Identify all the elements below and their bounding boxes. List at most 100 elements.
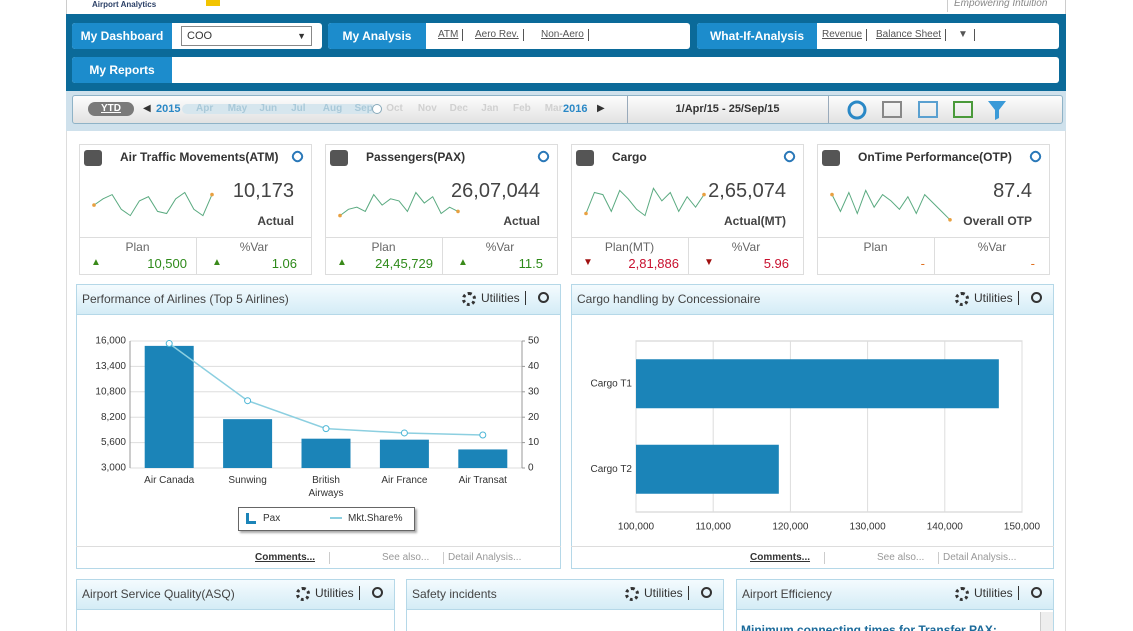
footer-link[interactable]: See also... (382, 552, 445, 564)
trend-arrow: ▼ (583, 257, 593, 268)
month-label[interactable]: Jan (481, 103, 499, 114)
kpi-number: 1.06 (271, 256, 297, 271)
kpi-title: OnTime Performance(OTP) (858, 150, 1012, 164)
zoom-icon[interactable] (372, 587, 383, 598)
utilities-button[interactable]: Utilities (974, 291, 1019, 305)
x-tick-label: Air France (381, 475, 428, 486)
scrollbar (1040, 612, 1053, 631)
filter-icon[interactable] (988, 101, 1006, 120)
month-label[interactable]: Jun (259, 103, 278, 114)
graphic (584, 187, 706, 217)
mail-icon[interactable] (918, 101, 938, 118)
panel-header (736, 579, 1054, 610)
logo-text: Airport Analytics (92, 0, 157, 9)
utilities-button[interactable]: Utilities (481, 291, 526, 305)
nav-button[interactable]: My Reports (72, 57, 172, 83)
footer-link[interactable]: Detail Analysis... (448, 552, 522, 563)
gear-icon[interactable] (296, 587, 310, 601)
nav-more[interactable]: ▼ (958, 29, 975, 41)
month-label[interactable]: Nov (417, 103, 437, 114)
utilities-button[interactable]: Utilities (315, 586, 360, 600)
selector-knob (372, 104, 383, 114)
role-select[interactable]: COO ▼ (181, 26, 312, 46)
bar (636, 444, 779, 494)
gear-icon[interactable] (625, 587, 639, 601)
line-point (244, 397, 252, 405)
next-arrow[interactable]: ▶ (597, 103, 605, 114)
ytd-button[interactable]: YTD (88, 102, 134, 116)
month-label[interactable]: Feb (513, 103, 531, 114)
y-tick-label: 3,000 (101, 463, 126, 474)
kpi-footer (571, 237, 804, 275)
line-point (400, 429, 408, 437)
footer-link[interactable]: See also... (877, 552, 940, 564)
sparkline-end (456, 209, 460, 214)
nav-link[interactable]: Aero Rev. (475, 29, 524, 41)
kpi-title: Air Traffic Movements(ATM) (120, 150, 279, 164)
zoom-icon[interactable] (538, 292, 549, 303)
footer-link[interactable]: Detail Analysis... (943, 552, 1017, 563)
zoom-icon[interactable] (701, 587, 712, 598)
month-label[interactable]: Jul (291, 103, 306, 114)
nav-link[interactable]: Non-Aero (541, 29, 589, 41)
kpi-footer (325, 237, 558, 275)
trend-arrow: ▲ (458, 257, 468, 268)
bar (458, 449, 508, 468)
nav-link[interactable]: ATM (438, 29, 464, 41)
utilities-button[interactable]: Utilities (644, 586, 689, 600)
month-label[interactable]: Sep (354, 103, 373, 114)
y2-tick-label: 0 (528, 463, 534, 474)
sparkline-end (702, 192, 706, 197)
month-label[interactable]: Mar (544, 103, 563, 114)
plan-label: Plan (125, 240, 150, 254)
plan-label: Plan (371, 240, 396, 254)
utilities-button[interactable]: Utilities (974, 586, 1019, 600)
zoom-icon[interactable] (1031, 587, 1042, 598)
month-label[interactable]: Aug (322, 103, 343, 114)
graphic (92, 191, 214, 217)
kpi-value: 87.4 (993, 180, 1032, 202)
gear-icon[interactable] (955, 292, 969, 306)
bar (223, 419, 273, 468)
gear-icon[interactable] (955, 587, 969, 601)
legend-swatch (330, 517, 342, 519)
kpi-title: Passengers(PAX) (366, 150, 466, 164)
prev-arrow[interactable]: ◀ (143, 103, 151, 114)
panel-header (76, 579, 395, 610)
nav-link[interactable]: Balance Sheet (876, 29, 947, 41)
kpi-caption: Actual(MT) (724, 214, 786, 228)
graphic (830, 189, 952, 222)
nav-button[interactable]: My Analysis (328, 23, 426, 49)
print-icon[interactable] (882, 101, 902, 118)
start-year: 2015 (156, 103, 181, 115)
footer-link[interactable]: Comments... (750, 552, 826, 564)
nav-link[interactable]: Revenue (822, 29, 868, 41)
sparkline-end (338, 213, 342, 218)
zoom-icon[interactable] (1031, 292, 1042, 303)
bar (636, 359, 999, 409)
content-frame (66, 131, 1066, 631)
kpi-number: 5.96 (763, 256, 789, 271)
divider (688, 237, 689, 275)
panel-title: Airport Efficiency (742, 587, 832, 601)
plan-label: Plan(MT) (604, 240, 655, 254)
y2-tick-label: 20 (528, 412, 540, 423)
nav-button[interactable]: What-If-Analysis (697, 23, 817, 49)
month-label[interactable]: Oct (386, 103, 403, 114)
footer-link[interactable]: Comments... (255, 552, 331, 564)
month-label[interactable]: May (227, 103, 248, 114)
month-label[interactable]: Dec (449, 103, 468, 114)
nav-button[interactable]: My Dashboard (72, 23, 172, 49)
y-tick-label: 8,200 (101, 412, 126, 423)
y-tick-label: Cargo T1 (590, 378, 632, 389)
refresh-icon[interactable] (847, 100, 867, 120)
kpi-footer (817, 237, 1050, 275)
month-label[interactable]: Apr (196, 103, 214, 114)
logo-badge (206, 0, 220, 6)
kpi-title: Cargo (612, 150, 647, 164)
panel-header (406, 579, 724, 610)
gear-icon[interactable] (462, 292, 476, 306)
export-icon[interactable] (953, 101, 973, 118)
var-label: %Var (239, 240, 269, 254)
